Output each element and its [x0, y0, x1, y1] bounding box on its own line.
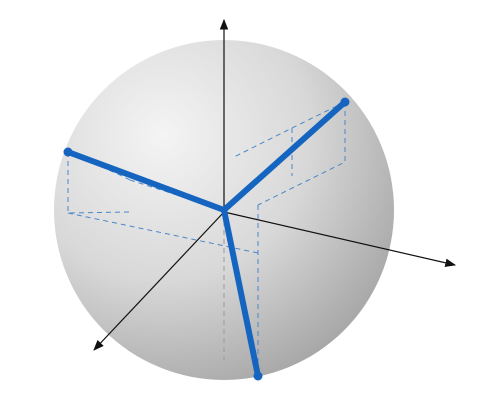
axes-group	[93, 18, 457, 351]
vector-left	[65, 149, 227, 213]
origin-point	[220, 206, 228, 214]
vector-left-endpoint	[63, 147, 73, 157]
vector-upper-right	[221, 99, 348, 213]
vectors-group	[63, 97, 350, 381]
vector-upper-right-endpoint	[340, 97, 350, 107]
axis-right	[223, 211, 457, 268]
axis-front	[93, 211, 225, 351]
vector-down	[221, 207, 261, 379]
vector-down-endpoint	[253, 371, 263, 381]
